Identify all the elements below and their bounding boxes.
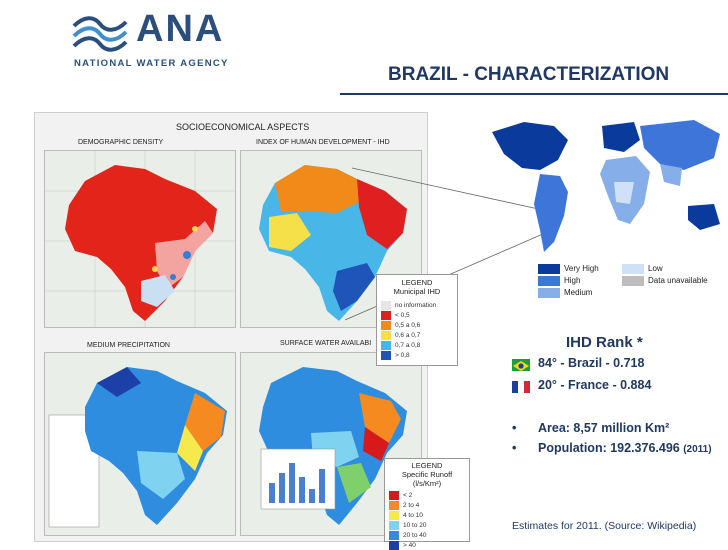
- world-map-shape: [492, 120, 720, 252]
- legend-high-label: High: [564, 276, 581, 285]
- fact-population-year: (2011): [683, 444, 712, 455]
- ihd-rank-france: 20° - France - 0.884: [538, 378, 652, 392]
- brazil-surface-water-shape: [259, 367, 407, 525]
- ihd-legend-swatch: [381, 320, 391, 330]
- ihd-legend-title: LEGEND: [401, 278, 433, 287]
- ihd-legend-label: 0,6 a 0,7: [395, 331, 421, 339]
- world-ihd-map: Very High High Medium Low Data unavailab…: [484, 112, 728, 306]
- ihd-legend-row: no information: [381, 300, 453, 310]
- legend-very-high-label: Very High: [564, 264, 599, 273]
- ihd-legend-row: 0,6 a 0,7: [381, 330, 453, 340]
- ihd-legend-row: 0,7 a 0,8: [381, 340, 453, 350]
- slide-title: BRAZIL - CHARACTERIZATION: [388, 64, 670, 85]
- runoff-legend-label: > 40: [403, 541, 416, 549]
- label-demographic-density: DEMOGRAPHIC DENSITY: [78, 139, 164, 146]
- runoff-legend-row: 2 to 4: [389, 500, 465, 510]
- runoff-legend-swatch: [389, 540, 399, 550]
- ihd-legend-swatch: [381, 350, 391, 360]
- brazil-precipitation-shape: [48, 367, 227, 528]
- ana-logo-icon: [72, 16, 128, 52]
- legend-very-high-swatch: [538, 264, 560, 274]
- runoff-legend-swatch: [389, 500, 399, 510]
- fact-area: Area: 8,57 million Km²: [538, 421, 670, 435]
- runoff-legend-title: LEGEND: [411, 461, 443, 470]
- runoff-legend-subtitle: Specific Runoff (l/s/Km²): [401, 470, 453, 488]
- runoff-legend: LEGEND Specific Runoff (l/s/Km²) < 2 2 to…: [384, 458, 470, 550]
- runoff-legend-row: 20 to 40: [389, 530, 465, 540]
- brazil-ihd-shape: [259, 165, 407, 321]
- runoff-legend-swatch: [389, 520, 399, 530]
- fact-population-line: Population: 192.376.496 (2011): [538, 441, 712, 455]
- brazil-density-shape: [45, 151, 235, 327]
- runoff-legend-label: 10 to 20: [403, 521, 427, 529]
- label-precipitation: MEDIUM PRECIPITATION: [87, 342, 170, 349]
- ihd-legend-row: < 0,5: [381, 310, 453, 320]
- runoff-legend-label: < 2: [403, 491, 413, 499]
- legend-medium-swatch: [538, 288, 560, 298]
- world-legend: Very High High Medium Low Data unavailab…: [538, 262, 718, 306]
- runoff-legend-label: 4 to 10: [403, 511, 423, 519]
- maps-section-title: SOCIOECONOMICAL ASPECTS: [176, 122, 310, 132]
- runoff-legend-swatch: [389, 490, 399, 500]
- runoff-legend-label: 20 to 40: [403, 531, 427, 539]
- france-flag-icon: [512, 381, 530, 393]
- ihd-legend-label: < 0,5: [395, 311, 410, 319]
- legend-high-swatch: [538, 276, 560, 286]
- ihd-legend: LEGEND Municipal IHD no information < 0,5…: [376, 274, 458, 366]
- ihd-legend-swatch: [381, 300, 391, 310]
- ihd-legend-row: 0,5 a 0,6: [381, 320, 453, 330]
- legend-unavailable-label: Data unavailable: [648, 276, 708, 285]
- runoff-legend-row: 10 to 20: [389, 520, 465, 530]
- legend-medium-label: Medium: [564, 288, 593, 297]
- ihd-legend-row: > 0,8: [381, 350, 453, 360]
- runoff-legend-row: < 2: [389, 490, 465, 500]
- precipitation-map: [44, 352, 236, 536]
- runoff-legend-row: > 40: [389, 540, 465, 550]
- source-note: Estimates for 2011. (Source: Wikipedia): [512, 520, 697, 532]
- demographic-density-map: [44, 150, 236, 328]
- ihd-rank-brazil: 84° - Brazil - 0.718: [538, 356, 645, 370]
- ihd-legend-swatch: [381, 330, 391, 340]
- logo-text: ANA: [136, 8, 225, 50]
- label-ihd: INDEX OF HUMAN DEVELOPMENT - IHD: [256, 139, 390, 146]
- title-rule: [340, 93, 728, 95]
- fact-population-bullet: •: [512, 441, 517, 455]
- legend-unavailable-swatch: [622, 276, 644, 286]
- ihd-legend-swatch: [381, 340, 391, 350]
- ihd-legend-label: 0,5 a 0,6: [395, 321, 421, 329]
- logo: ANA NATIONAL WATER AGENCY: [70, 8, 230, 72]
- runoff-legend-label: 2 to 4: [403, 501, 420, 509]
- ihd-legend-label: no information: [395, 301, 437, 309]
- runoff-legend-row: 4 to 10: [389, 510, 465, 520]
- ihd-legend-label: > 0,8: [395, 351, 410, 359]
- ihd-legend-swatch: [381, 310, 391, 320]
- fact-area-bullet: •: [512, 421, 517, 435]
- ihd-rank-title: IHD Rank *: [566, 334, 643, 351]
- legend-low-swatch: [622, 264, 644, 274]
- brazil-flag-icon: [512, 359, 530, 371]
- logo-subtitle: NATIONAL WATER AGENCY: [74, 58, 229, 69]
- ihd-legend-subtitle: Municipal IHD: [393, 287, 441, 296]
- legend-low-label: Low: [648, 264, 663, 273]
- fact-population: Population: 192.376.496: [538, 441, 680, 455]
- label-surface-water: SURFACE WATER AVAILABI: [280, 340, 372, 347]
- runoff-legend-swatch: [389, 510, 399, 520]
- runoff-legend-swatch: [389, 530, 399, 540]
- ihd-legend-label: 0,7 a 0,8: [395, 341, 421, 349]
